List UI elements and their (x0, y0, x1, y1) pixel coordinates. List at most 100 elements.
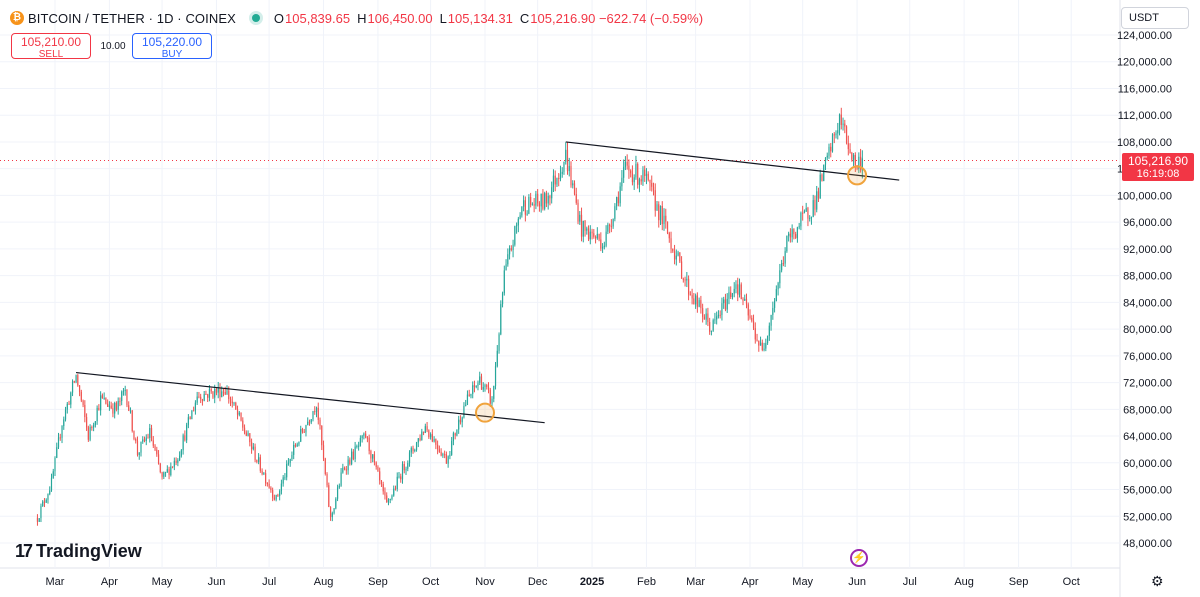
candle-body (470, 393, 472, 396)
candle-body (480, 376, 483, 390)
candle-body (649, 179, 651, 183)
buy-button[interactable]: 105,220.00 BUY (132, 33, 212, 60)
sell-button[interactable]: 105,210.00 SELL (11, 33, 91, 60)
candle-body (487, 386, 490, 390)
candle-body (456, 429, 458, 436)
candle-body (756, 339, 758, 341)
y-tick-label: 48,000.00 (1123, 538, 1172, 550)
candle-body (268, 483, 270, 488)
candle-body (724, 299, 727, 310)
candle-body (628, 165, 630, 171)
candle-body (389, 498, 391, 500)
candle-body (501, 293, 504, 305)
candle-body (312, 411, 314, 420)
candle-body (803, 211, 806, 213)
price-axis[interactable]: 48,000.00 52,000.00 56,000.00 60,000.00 64,0… (1117, 30, 1172, 550)
candle-body (510, 248, 512, 250)
y-tick-label: 92,000.00 (1123, 244, 1172, 256)
candle-body (754, 328, 756, 340)
candle-body (235, 402, 237, 410)
candle-body (705, 313, 707, 320)
time-axis[interactable]: Mar Apr May Jun Jul Aug Sep Oct Nov Dec 2025 Feb Mar… (46, 576, 1080, 588)
candle-body (47, 494, 49, 500)
candle-body (338, 485, 340, 488)
candle-body (372, 454, 374, 459)
spread-value: 10.00 (100, 41, 126, 52)
candle-body (612, 218, 614, 227)
candle-body (277, 494, 279, 496)
candle-body (266, 483, 268, 485)
candle-body (103, 397, 105, 399)
candle-body (143, 439, 146, 442)
candle-body (194, 402, 197, 411)
candle-body (307, 421, 309, 426)
candle-body (373, 454, 376, 463)
tradingview-logo[interactable]: 17 TradingView (15, 540, 142, 562)
candle-body (410, 448, 412, 453)
candle-body (215, 389, 218, 393)
candle-body (672, 248, 674, 252)
candle-body (844, 123, 846, 127)
candle-body (845, 126, 848, 144)
candle-body (524, 200, 526, 215)
candle-body (707, 313, 709, 323)
candle-body (115, 402, 118, 410)
candle-body (842, 123, 844, 125)
lightning-icon[interactable]: ⚡ (850, 549, 868, 567)
currency-selector[interactable]: USDT (1121, 7, 1189, 29)
candle-body (379, 471, 381, 481)
candle-body (730, 292, 732, 297)
candle-body (695, 295, 697, 305)
bitcoin-icon: ₿ (10, 11, 24, 25)
candle-body (526, 213, 528, 215)
candle-body (331, 513, 333, 518)
candle-body (54, 457, 56, 472)
candle-body (607, 224, 609, 232)
candle-body (540, 193, 542, 207)
candle-body (49, 490, 51, 495)
candle-body (689, 294, 691, 296)
candle-body (600, 239, 602, 249)
candle-body (247, 433, 249, 436)
breakout-marker (847, 165, 868, 186)
candle-body (447, 456, 449, 464)
candle-body (138, 452, 140, 455)
candle-body (594, 236, 597, 239)
candle-body (52, 471, 54, 478)
candle-body (601, 246, 604, 249)
candle-body (433, 439, 435, 442)
candle-body (256, 460, 258, 462)
candle-body (782, 263, 784, 265)
sell-label: SELL (38, 49, 64, 60)
candle-body (193, 410, 195, 412)
gear-icon[interactable]: ⚙ (1151, 573, 1164, 589)
candle-body (700, 300, 702, 309)
tradingview-name: TradingView (36, 540, 142, 561)
trendline (565, 141, 900, 181)
last-price: 105,216.90 (1127, 154, 1189, 168)
symbol-title[interactable]: BITCOIN / TETHER · 1D · COINEX (28, 10, 236, 26)
candle-body (835, 133, 837, 136)
candle-body (98, 407, 100, 411)
candle-body (721, 303, 723, 315)
candle-body (294, 444, 297, 447)
candle-body (163, 472, 165, 477)
x-tick-label: Apr (101, 576, 118, 588)
trendlines[interactable] (75, 141, 900, 424)
y-tick-label: 56,000.00 (1123, 485, 1172, 497)
candle-body (119, 400, 121, 402)
candle-body (84, 404, 86, 418)
live-dot-icon (251, 14, 260, 22)
candle-body (128, 405, 130, 411)
candle-body (222, 391, 225, 393)
candle-body (702, 308, 704, 317)
candle-body (263, 473, 265, 475)
candle-body (530, 197, 532, 205)
candle-body (508, 248, 511, 255)
candle-body (665, 215, 667, 222)
candle-body (219, 387, 221, 398)
candle-body (477, 382, 479, 386)
candle-body (343, 467, 346, 470)
candle-body (703, 316, 705, 320)
